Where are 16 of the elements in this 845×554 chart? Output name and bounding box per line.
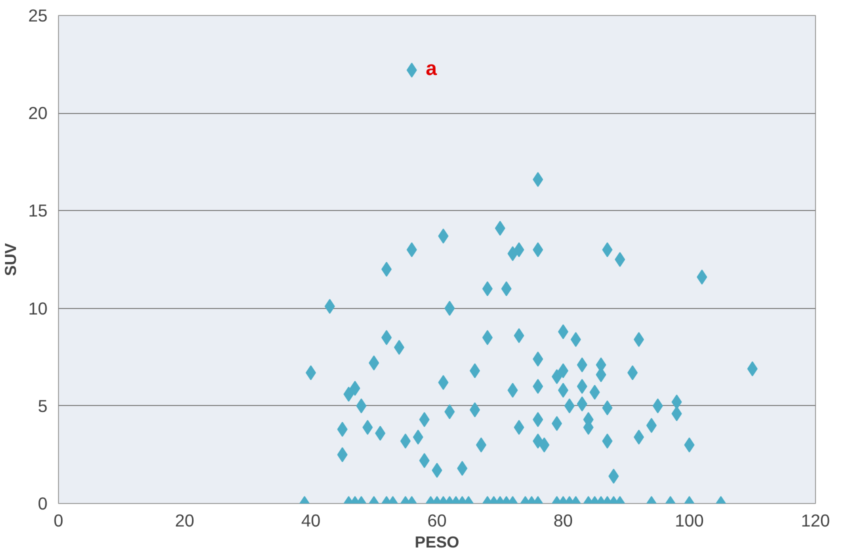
- x-tick-label: 100: [674, 510, 704, 530]
- annotation: a: [426, 58, 438, 80]
- y-tick-label: 25: [28, 6, 48, 26]
- x-axis-title: PESO: [414, 534, 460, 552]
- x-tick-label: 0: [54, 510, 64, 530]
- x-tick-label: 40: [301, 510, 320, 530]
- x-tick-label: 60: [427, 510, 447, 530]
- x-tick-label: 20: [175, 510, 194, 530]
- y-tick-label: 20: [28, 103, 48, 124]
- x-tick-label: 80: [554, 510, 573, 530]
- y-tick-label: 0: [38, 494, 48, 514]
- y-axis-title: SUV: [3, 242, 20, 276]
- y-tick-label: 15: [28, 200, 48, 221]
- x-tick-label: 120: [801, 510, 830, 530]
- y-tick-label: 10: [28, 298, 48, 318]
- y-tick-label: 5: [38, 396, 48, 416]
